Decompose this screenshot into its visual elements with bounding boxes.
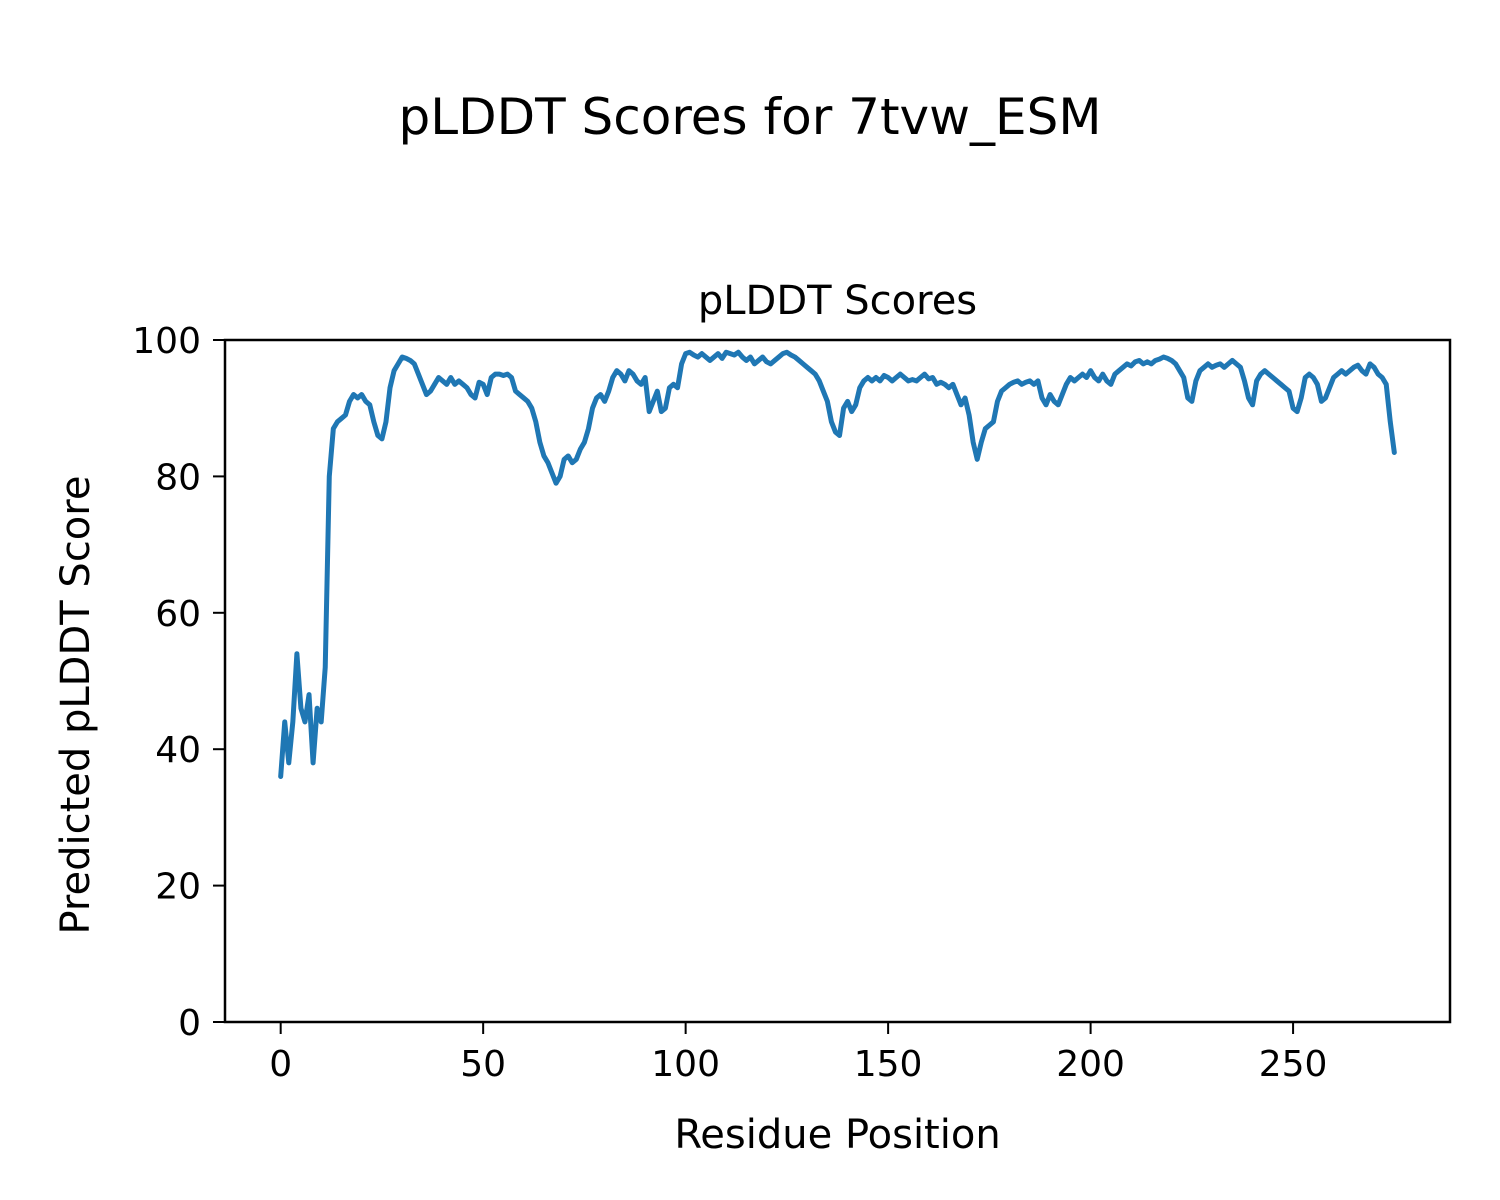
axes-border: [223, 338, 1452, 1024]
y-tick-label: 100: [132, 321, 201, 362]
x-tick-label: 150: [854, 1044, 923, 1085]
y-tick-label: 80: [155, 457, 201, 498]
y-tick-label: 20: [155, 867, 201, 908]
x-tick-label: 250: [1259, 1044, 1328, 1085]
y-tick-label: 40: [155, 730, 201, 771]
figure-suptitle: pLDDT Scores for 7tvw_ESM: [398, 88, 1102, 146]
y-tick-label: 60: [155, 594, 201, 635]
x-tick-label: 0: [269, 1044, 292, 1085]
x-axis-label: Residue Position: [674, 1112, 1001, 1158]
x-tick-label: 100: [651, 1044, 720, 1085]
x-tick-label: 50: [460, 1044, 506, 1085]
x-tick-label: 200: [1056, 1044, 1125, 1085]
y-axis-label: Predicted pLDDT Score: [53, 475, 99, 935]
plddt-line: [278, 349, 1397, 779]
axes-title: pLDDT Scores: [697, 278, 978, 324]
y-tick-label: 0: [178, 1003, 201, 1044]
